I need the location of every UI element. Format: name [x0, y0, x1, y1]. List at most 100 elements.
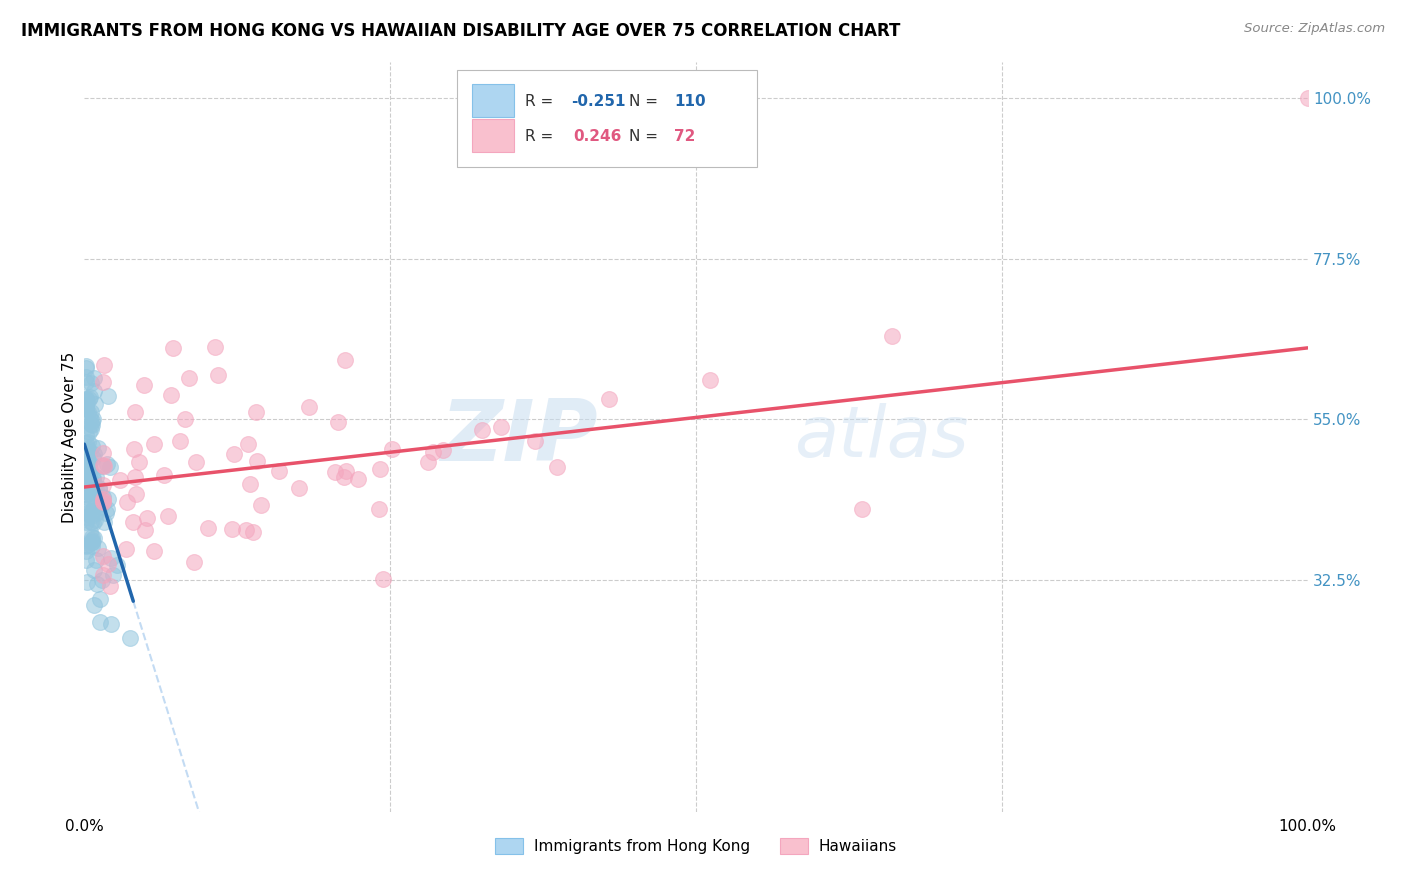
- Point: [122, 442, 145, 456]
- Point: [373, 572, 395, 586]
- Point: [82, 411, 104, 425]
- Point: [83, 531, 105, 545]
- Point: [221, 522, 243, 536]
- Point: [207, 368, 229, 383]
- Point: [94, 507, 117, 521]
- Point: [245, 405, 267, 419]
- Point: [75, 392, 97, 406]
- Point: [76, 490, 98, 504]
- Point: [80, 414, 103, 428]
- Point: [75, 427, 97, 442]
- Point: [80, 539, 103, 553]
- Point: [86, 496, 108, 510]
- Point: [75, 509, 97, 524]
- Text: R =: R =: [524, 129, 558, 145]
- Text: 0.246: 0.246: [574, 129, 621, 145]
- Point: [183, 555, 205, 569]
- Point: [335, 464, 357, 478]
- Point: [204, 340, 226, 354]
- Point: [91, 492, 114, 507]
- Point: [246, 454, 269, 468]
- Point: [75, 463, 97, 477]
- Point: [75, 487, 97, 501]
- Point: [83, 384, 105, 398]
- Point: [142, 543, 165, 558]
- Point: [83, 396, 105, 410]
- Text: 72: 72: [673, 129, 696, 145]
- Point: [162, 341, 184, 355]
- Point: [97, 558, 120, 572]
- Point: [239, 476, 262, 491]
- Point: [134, 523, 156, 537]
- Point: [80, 422, 103, 436]
- Point: [89, 483, 111, 497]
- Point: [75, 501, 97, 516]
- Point: [250, 498, 273, 512]
- Point: [77, 392, 100, 406]
- Point: [82, 473, 104, 487]
- Point: [91, 494, 114, 508]
- Point: [91, 445, 114, 459]
- Point: [91, 375, 114, 389]
- Point: [77, 486, 100, 500]
- Point: [93, 490, 115, 504]
- Point: [156, 509, 179, 524]
- Point: [328, 415, 350, 429]
- Point: [77, 474, 100, 488]
- Point: [1296, 91, 1319, 105]
- Point: [132, 378, 155, 392]
- Point: [851, 502, 873, 516]
- Point: [77, 425, 100, 439]
- Point: [84, 506, 107, 520]
- Point: [100, 551, 122, 566]
- Point: [288, 482, 311, 496]
- Point: [91, 494, 114, 508]
- Point: [121, 516, 143, 530]
- Point: [77, 484, 100, 499]
- Point: [169, 434, 191, 448]
- Point: [177, 370, 200, 384]
- FancyBboxPatch shape: [472, 84, 513, 117]
- Point: [93, 358, 115, 372]
- Point: [75, 369, 97, 384]
- Point: [76, 457, 98, 471]
- Text: IMMIGRANTS FROM HONG KONG VS HAWAIIAN DISABILITY AGE OVER 75 CORRELATION CHART: IMMIGRANTS FROM HONG KONG VS HAWAIIAN DI…: [21, 22, 900, 40]
- Point: [335, 353, 357, 368]
- Point: [87, 541, 110, 556]
- Point: [115, 542, 138, 557]
- Point: [83, 481, 105, 495]
- Point: [598, 392, 620, 407]
- Point: [79, 417, 101, 431]
- Point: [83, 513, 105, 527]
- Point: [77, 468, 100, 483]
- Point: [471, 423, 494, 437]
- Point: [75, 483, 97, 498]
- Point: [82, 475, 104, 490]
- Point: [75, 553, 97, 567]
- Point: [135, 511, 157, 525]
- Point: [422, 445, 444, 459]
- Point: [432, 442, 454, 457]
- Point: [76, 452, 98, 467]
- Point: [79, 479, 101, 493]
- Point: [79, 405, 101, 419]
- Point: [76, 435, 98, 450]
- Point: [77, 405, 100, 419]
- Point: [75, 515, 97, 529]
- Point: [79, 410, 101, 425]
- Point: [80, 503, 103, 517]
- Point: [91, 496, 114, 510]
- Point: [76, 464, 98, 478]
- Point: [76, 538, 98, 552]
- Point: [96, 457, 118, 471]
- Point: [89, 500, 111, 514]
- Point: [86, 553, 108, 567]
- Point: [76, 506, 98, 520]
- Point: [80, 418, 103, 433]
- Point: [75, 360, 97, 375]
- Point: [75, 442, 97, 457]
- Point: [142, 437, 165, 451]
- Point: [75, 375, 97, 389]
- Point: [75, 398, 97, 412]
- Point: [184, 455, 207, 469]
